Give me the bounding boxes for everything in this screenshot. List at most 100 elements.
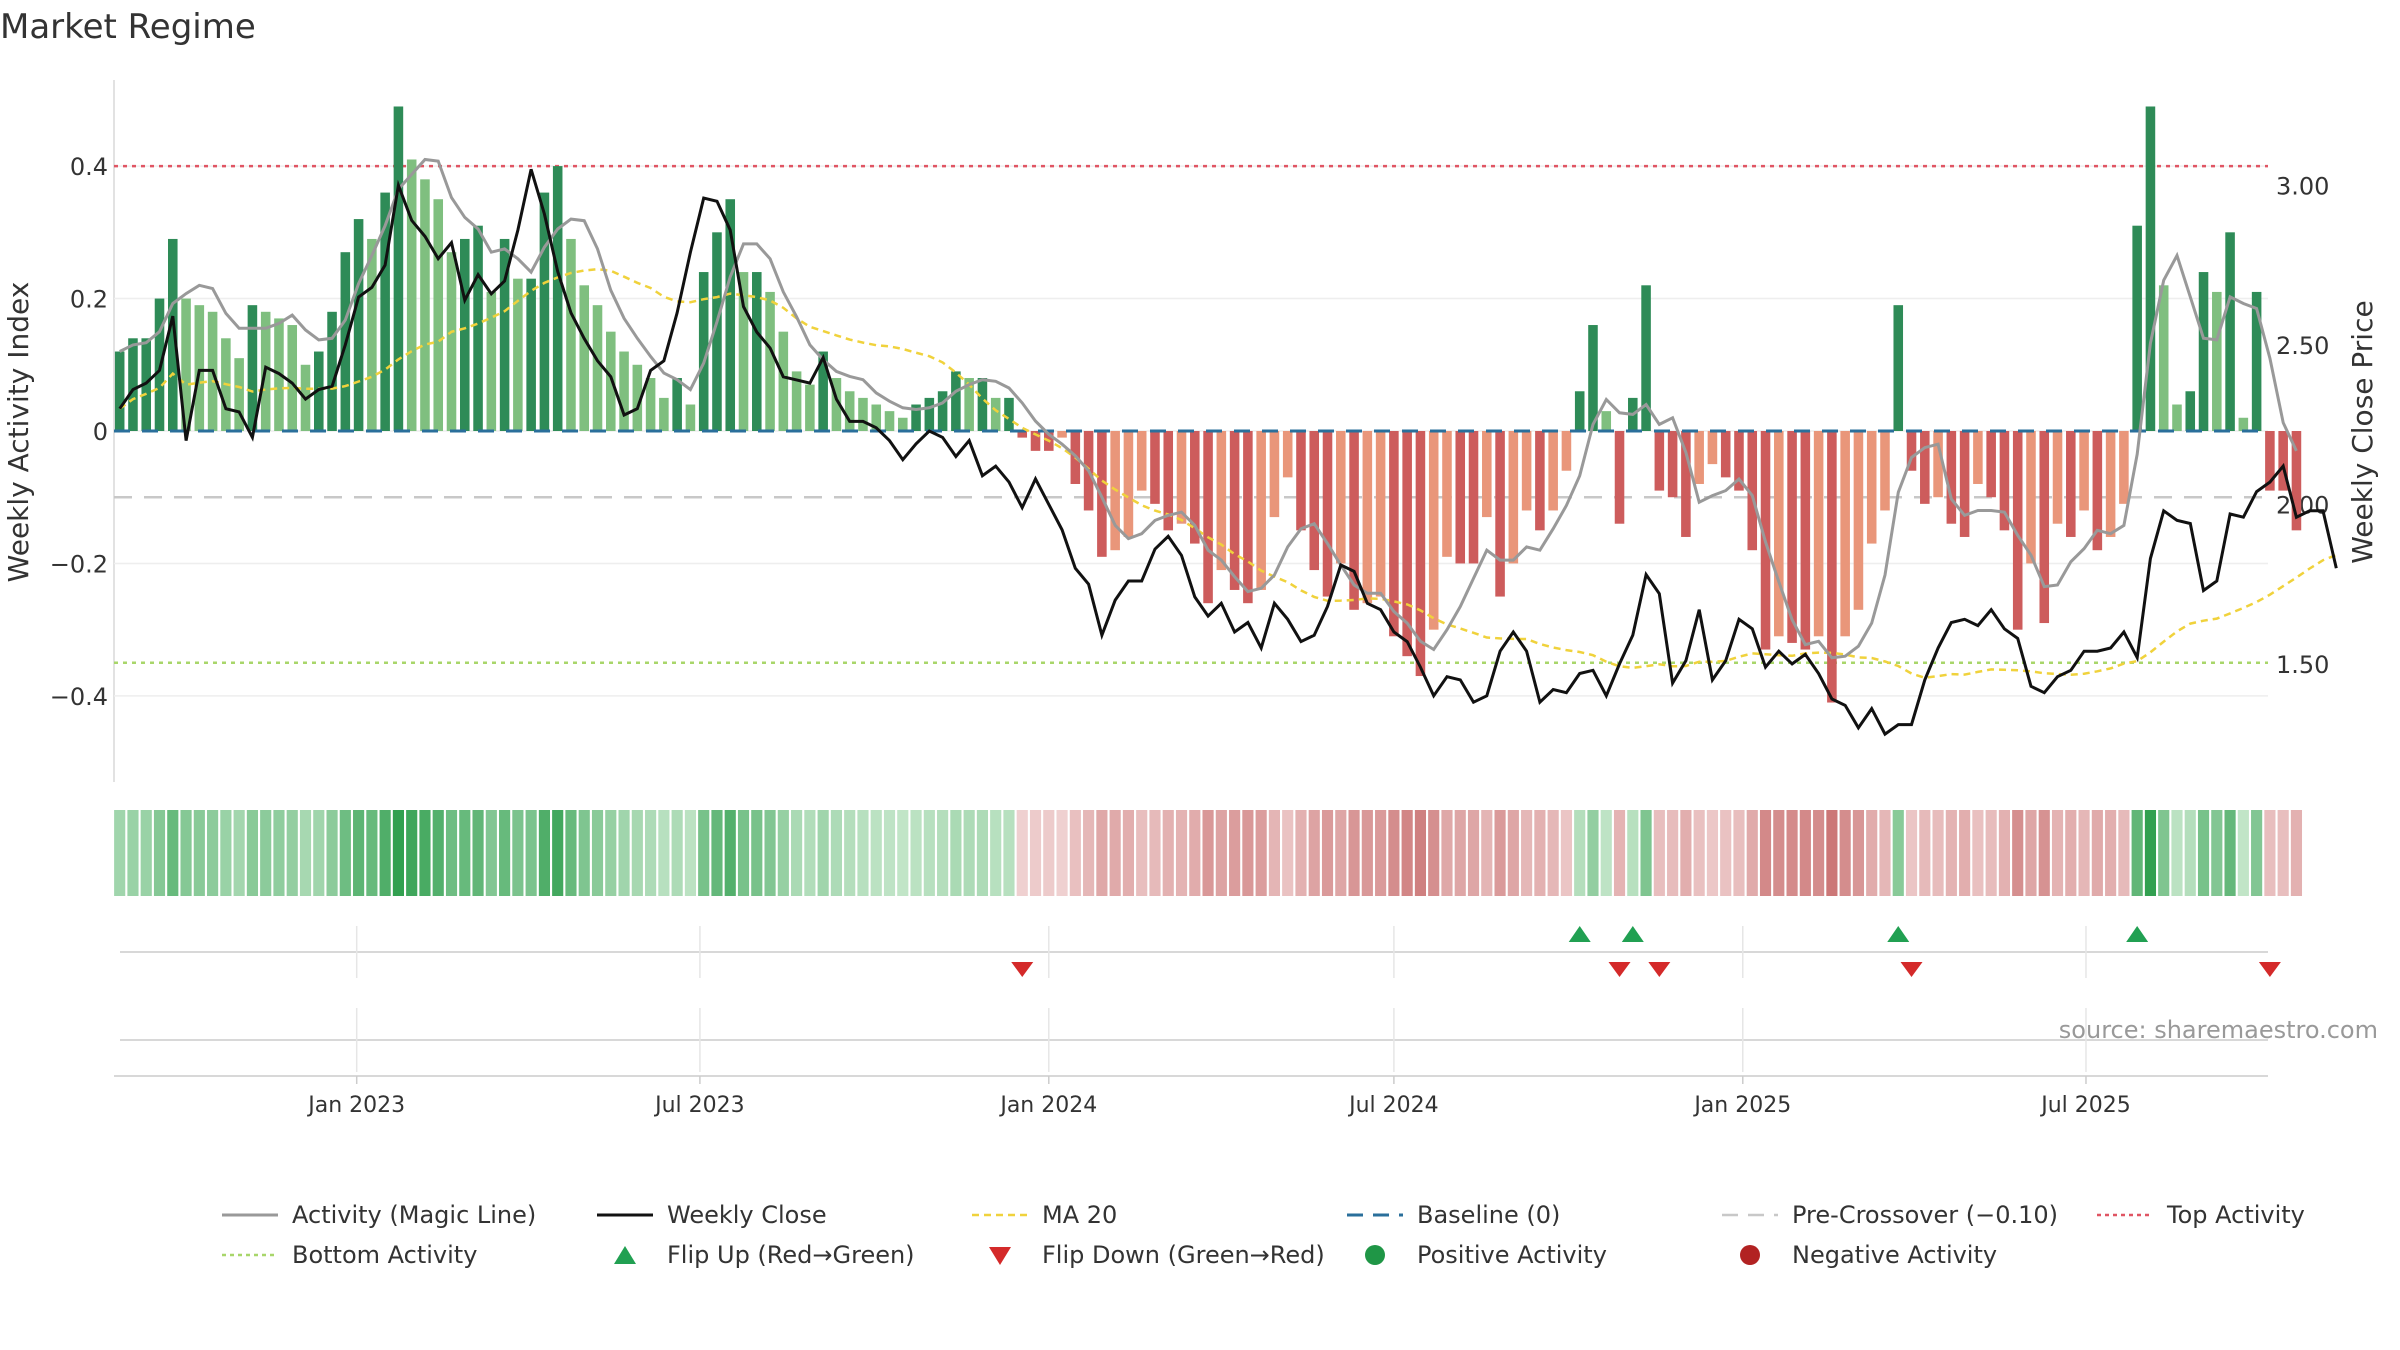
- activity-bar: [168, 238, 178, 431]
- ma20-swatch: [972, 1213, 1028, 1217]
- y-right-tick-label: 2.50: [2276, 332, 2329, 360]
- activity-bar: [2079, 431, 2089, 511]
- activity-bar: [645, 378, 656, 431]
- activity-bar: [1322, 431, 1333, 597]
- activity-bar: [672, 378, 682, 431]
- activity-bar: [1375, 431, 1386, 597]
- heat-cell: [1467, 810, 1480, 896]
- heat-cell: [1693, 810, 1705, 896]
- heat-cell: [260, 810, 272, 896]
- regime-heat-strip: [114, 810, 2303, 896]
- legend-top-activity: Top Activity: [2095, 1201, 2350, 1229]
- activity-bar: [1309, 431, 1320, 571]
- heat-cell: [1746, 810, 1758, 896]
- activity-bar: [778, 331, 789, 431]
- activity-bar: [1893, 305, 1904, 431]
- x-axis-ticks: Jan 2023 Jul 2023 Jan 2024 Jul 2024 Jan 2025…: [306, 1076, 2131, 1118]
- heat-cell: [1401, 810, 1413, 896]
- y-right-tick-label: 1.50: [2276, 651, 2329, 679]
- activity-bar: [1641, 285, 1651, 431]
- activity-bar: [1694, 431, 1704, 484]
- heat-cell: [220, 810, 232, 896]
- heat-cell: [684, 810, 696, 896]
- activity-bar: [181, 298, 191, 431]
- activity-bar: [2212, 291, 2222, 431]
- heat-cell: [1335, 810, 1347, 896]
- y-left-tick-label: 0.4: [70, 153, 108, 181]
- heat-cell: [2065, 810, 2077, 896]
- activity-bar: [1362, 431, 1373, 604]
- activity-bar: [1774, 431, 1784, 637]
- heat-cell: [246, 810, 258, 896]
- heat-cell: [419, 810, 431, 896]
- activity-bar: [977, 378, 988, 431]
- heat-cell: [114, 810, 126, 896]
- heat-cell: [2237, 810, 2249, 896]
- heat-cell: [1441, 810, 1453, 896]
- activity-bar: [513, 278, 523, 431]
- activity-bar: [1482, 431, 1492, 518]
- positive-activity-swatch: [1365, 1245, 1385, 1265]
- activity-bar: [1017, 431, 1028, 438]
- legend-label: Weekly Close: [667, 1201, 827, 1229]
- activity-bar: [1495, 431, 1505, 597]
- activity-bar: [1548, 431, 1558, 511]
- bottom-activity-swatch: [222, 1253, 278, 1257]
- baseline-swatch: [1347, 1213, 1403, 1217]
- activity-bar: [1720, 431, 1731, 478]
- activity-bar: [1747, 431, 1758, 551]
- activity-bar: [2052, 431, 2063, 524]
- chart-title: Market Regime: [0, 7, 256, 47]
- heat-cell: [127, 810, 139, 896]
- activity-bar: [552, 166, 563, 431]
- heat-cell: [1122, 810, 1135, 896]
- heat-cell: [1972, 810, 1984, 896]
- heat-cell: [286, 810, 298, 896]
- activity-bar: [2265, 431, 2275, 491]
- activity-bar: [844, 391, 855, 431]
- activity-bar: [1176, 431, 1187, 524]
- heat-cell: [1892, 810, 1904, 896]
- activity-bar: [698, 272, 709, 431]
- heat-cell: [1388, 810, 1400, 896]
- activity-bar: [805, 384, 815, 431]
- activity-bar: [1508, 431, 1519, 564]
- heat-cell: [1773, 810, 1785, 896]
- heat-cell: [1613, 810, 1626, 896]
- activity-bar: [1123, 431, 1134, 537]
- activity-bar: [924, 397, 935, 431]
- heat-cell: [1733, 810, 1745, 896]
- heat-cell: [2091, 810, 2103, 896]
- activity-bar: [1269, 431, 1280, 518]
- activity-bar: [486, 291, 497, 431]
- activity-bar: [1614, 431, 1625, 524]
- legend-label: Top Activity: [2167, 1201, 2305, 1229]
- heat-cell: [1720, 810, 1732, 896]
- activity-bar: [1216, 431, 1227, 571]
- heat-cell: [1667, 810, 1679, 896]
- activity-bar: [2225, 232, 2235, 431]
- y-left-tick-label: −0.2: [50, 550, 108, 578]
- heat-cell: [406, 810, 418, 896]
- activity-bar: [420, 179, 430, 431]
- legend-label: Pre-Crossover (−0.10): [1792, 1201, 2059, 1229]
- heat-cell: [804, 810, 816, 896]
- reference-lines: [114, 164, 2268, 665]
- heat-cell: [1879, 810, 1891, 896]
- activity-bar: [871, 404, 882, 431]
- heat-cell: [817, 810, 829, 896]
- heat-cell: [2251, 810, 2263, 896]
- heat-cell: [923, 810, 935, 896]
- heat-cell: [698, 810, 710, 896]
- activity-bar: [1468, 431, 1479, 564]
- heat-cell: [207, 810, 219, 896]
- heat-cell: [1096, 810, 1108, 896]
- heat-cell: [1521, 810, 1533, 896]
- x-tick-label: Jan 2024: [998, 1093, 1097, 1118]
- legend-label: Baseline (0): [1417, 1201, 1561, 1229]
- heat-cell: [1839, 810, 1851, 896]
- heat-cell: [605, 810, 617, 896]
- heat-cell: [313, 810, 325, 896]
- legend-label: Bottom Activity: [292, 1241, 478, 1269]
- heat-cell: [2105, 810, 2117, 896]
